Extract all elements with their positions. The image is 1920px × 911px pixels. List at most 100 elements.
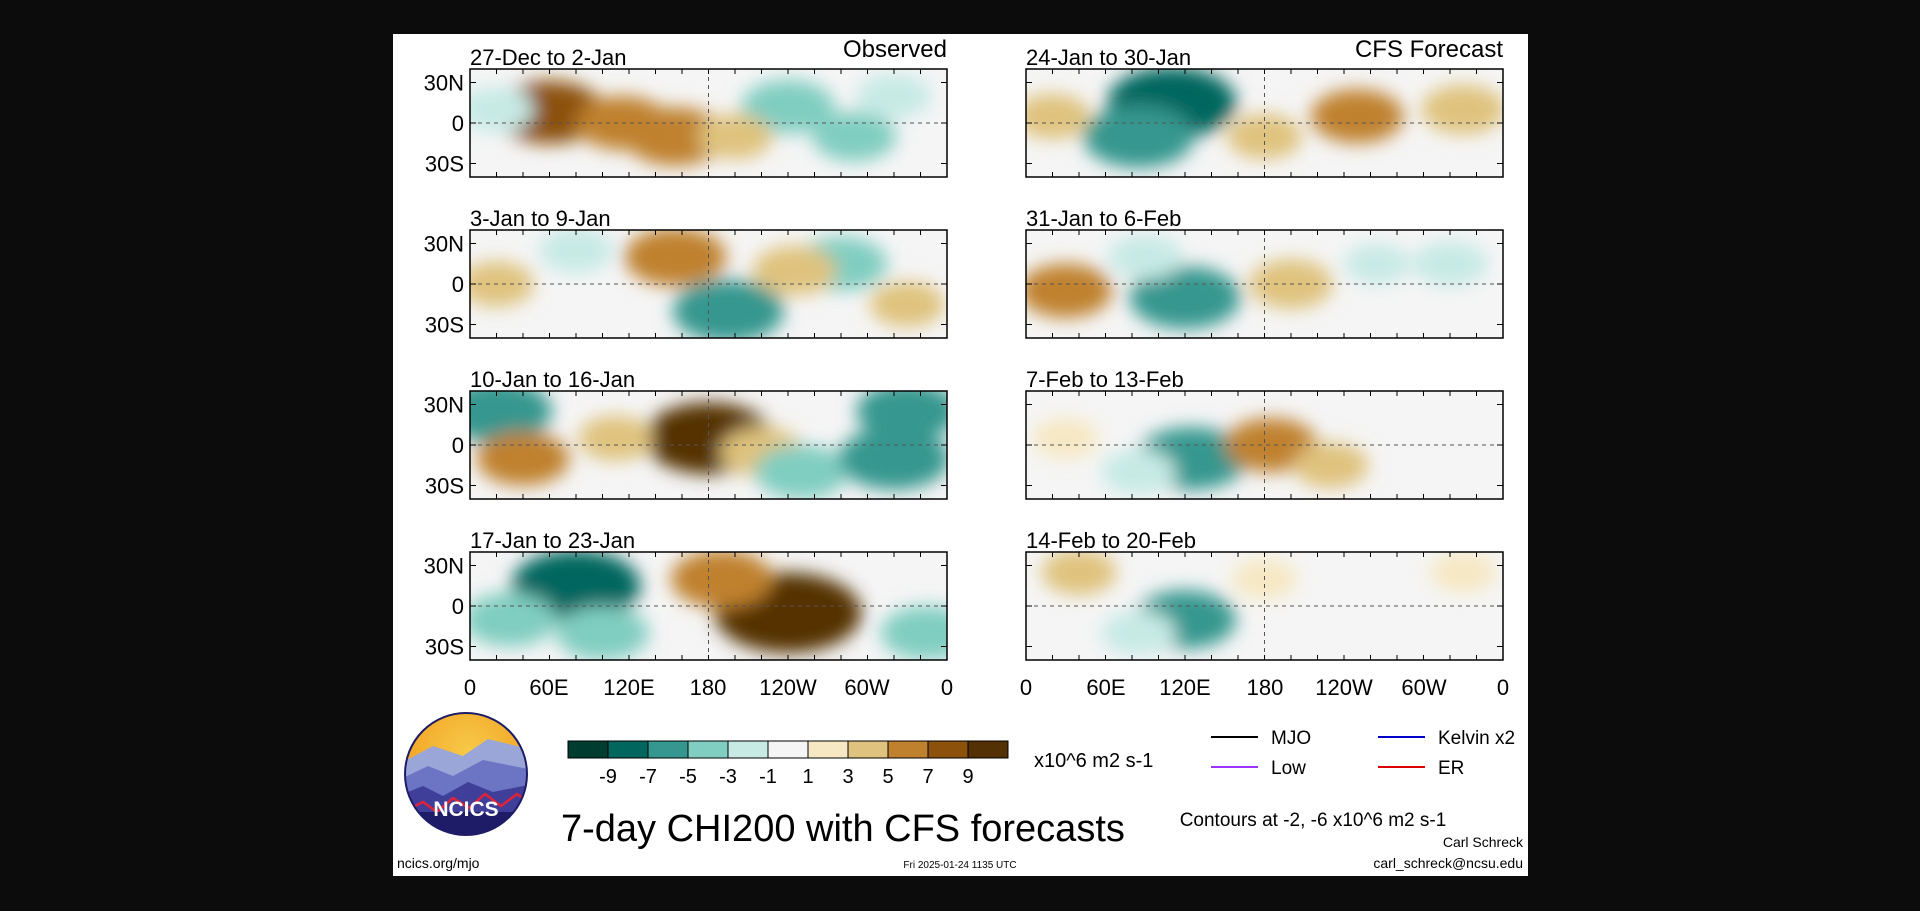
y-tick-label: 30N xyxy=(424,71,464,96)
author-name: Carl Schreck xyxy=(1443,834,1524,850)
anomaly-blob xyxy=(578,415,654,461)
x-tick-label: 60E xyxy=(1086,675,1125,700)
y-tick-label: 30S xyxy=(425,152,464,177)
anomaly-blob xyxy=(1412,241,1488,287)
colorbar-label: -5 xyxy=(679,766,697,788)
anomaly-field xyxy=(1026,552,1503,660)
figure-panel: Observed CFS Forecast 30N 0 30S 27-Dec to 2… xyxy=(393,34,1528,876)
anomaly-field xyxy=(470,230,947,338)
x-axis-right: 0 60E 120E 180 120W 60W 0 xyxy=(1020,675,1509,700)
anomaly-field xyxy=(1026,230,1503,338)
y-tick-label: 0 xyxy=(452,272,464,297)
anomaly-blob xyxy=(856,73,932,119)
anomaly-blob xyxy=(1224,418,1318,472)
colorbar-label: -3 xyxy=(719,766,737,788)
anomaly-blob xyxy=(754,445,848,499)
x-tick-label: 120E xyxy=(603,675,654,700)
map-panel: 30N 0 30S 3-Jan to 9-Jan xyxy=(424,206,948,339)
ncics-logo: NCICS xyxy=(404,712,528,836)
anomaly-blob xyxy=(1041,552,1117,595)
colorbar-swatch xyxy=(927,740,969,759)
colorbar-swatch xyxy=(967,740,1009,759)
anomaly-field xyxy=(470,69,947,177)
anomaly-blob xyxy=(624,107,727,166)
anomaly-blob xyxy=(1421,84,1503,135)
anomaly-blob xyxy=(697,113,773,160)
anomaly-blob xyxy=(1310,89,1404,144)
x-tick-label: 0 xyxy=(941,675,953,700)
logo-text: NCICS xyxy=(433,798,498,821)
figure-title: 7-day CHI200 with CFS forecasts xyxy=(561,808,1125,850)
anomaly-field xyxy=(1026,69,1503,177)
anomaly-blob xyxy=(672,279,784,338)
website-url: ncics.org/mjo xyxy=(397,855,480,871)
legend-label-low: Low xyxy=(1271,758,1306,779)
colorbar-swatch xyxy=(847,740,889,759)
anomaly-blob xyxy=(1032,417,1099,459)
x-tick-label: 0 xyxy=(1020,675,1032,700)
map-panel: 14-Feb to 20-Feb xyxy=(1025,528,1504,661)
anomaly-field xyxy=(470,552,947,660)
colorbar-label: 9 xyxy=(962,766,973,788)
colorbar-label: 7 xyxy=(922,766,933,788)
anomaly-blob xyxy=(752,245,837,296)
panel-period: 31-Jan to 6-Feb xyxy=(1026,206,1181,231)
anomaly-blob xyxy=(538,230,614,273)
y-tick-label: 30S xyxy=(425,313,464,338)
map-panel: 31-Jan to 6-Feb xyxy=(1025,206,1504,339)
colorbar-swatch xyxy=(887,740,929,759)
anomaly-blob xyxy=(1430,552,1497,593)
panel-period: 7-Feb to 13-Feb xyxy=(1026,367,1184,392)
anomaly-blob xyxy=(476,431,570,486)
author-email: carl_schreck@ncsu.edu xyxy=(1373,855,1523,871)
panel-period: 14-Feb to 20-Feb xyxy=(1026,528,1196,553)
map-panel: 7-Feb to 13-Feb xyxy=(1025,367,1504,500)
x-tick-label: 180 xyxy=(1247,675,1284,700)
x-tick-label: 120E xyxy=(1159,675,1210,700)
panel-period: 17-Jan to 23-Jan xyxy=(470,528,635,553)
map-panel: 30N 0 30S 17-Jan to 23-Jan xyxy=(424,528,948,661)
x-tick-label: 60E xyxy=(529,675,568,700)
anomaly-blob xyxy=(1293,442,1369,488)
colorbar-swatch xyxy=(647,740,689,759)
y-tick-label: 30N xyxy=(424,554,464,579)
anomaly-blob xyxy=(470,391,552,443)
anomaly-blob xyxy=(856,391,947,441)
x-tick-label: 60W xyxy=(1401,675,1446,700)
contours-note: Contours at -2, -6 x10^6 m2 s-1 xyxy=(1180,810,1447,831)
anomaly-blob xyxy=(470,261,534,307)
x-tick-label: 180 xyxy=(690,675,727,700)
colorbar-label: 5 xyxy=(882,766,893,788)
map-panel: 30N 0 30S 27-Dec to 2-Jan xyxy=(424,45,948,178)
anomaly-blob xyxy=(838,427,947,490)
anomaly-field xyxy=(470,391,947,499)
x-tick-label: 0 xyxy=(464,675,476,700)
anomaly-blob xyxy=(1101,610,1177,656)
panel-period: 3-Jan to 9-Jan xyxy=(470,206,611,231)
x-tick-label: 120W xyxy=(1315,675,1373,700)
anomaly-blob xyxy=(1026,263,1113,318)
column-label-forecast: CFS Forecast xyxy=(1355,36,1503,63)
anomaly-blob xyxy=(1026,93,1090,139)
colorbar-label: 1 xyxy=(802,766,813,788)
x-axis-left: 0 60E 120E 180 120W 60W 0 xyxy=(464,675,953,700)
y-tick-label: 30N xyxy=(424,393,464,418)
y-tick-label: 0 xyxy=(452,433,464,458)
colorbar-label: -1 xyxy=(759,766,777,788)
timestamp: Fri 2025-01-24 1135 UTC xyxy=(903,860,1016,871)
anomaly-blob xyxy=(1083,105,1195,168)
colorbar-unit: x10^6 m2 s-1 xyxy=(1034,750,1153,772)
legend-label-kelvin: Kelvin x2 xyxy=(1438,728,1515,749)
map-panel: 24-Jan to 30-Jan xyxy=(1025,45,1504,178)
anomaly-blob xyxy=(470,86,534,133)
x-tick-label: 60W xyxy=(844,675,889,700)
colorbar-label: 3 xyxy=(842,766,853,788)
y-tick-label: 0 xyxy=(452,594,464,619)
panel-period: 24-Jan to 30-Jan xyxy=(1026,45,1191,70)
legend-label-mjo: MJO xyxy=(1271,728,1311,749)
anomaly-blob xyxy=(470,592,557,647)
anomaly-blob xyxy=(869,281,945,327)
colorbar-label: -7 xyxy=(639,766,657,788)
